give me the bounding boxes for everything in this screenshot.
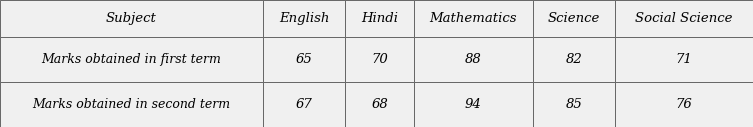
Text: Marks obtained in second term: Marks obtained in second term [32,98,230,111]
Text: Marks obtained in first term: Marks obtained in first term [41,53,221,66]
Bar [263,37,346,82]
Text: 82: 82 [566,53,582,66]
Text: 71: 71 [675,53,693,66]
Bar [346,82,414,127]
Text: Hindi: Hindi [361,12,398,25]
Text: Mathematics: Mathematics [430,12,517,25]
Bar [615,0,753,37]
Bar [532,37,615,82]
Bar [414,0,532,37]
Text: 85: 85 [566,98,582,111]
Text: 70: 70 [371,53,388,66]
Text: 68: 68 [371,98,388,111]
Bar [263,0,346,37]
Bar [346,0,414,37]
Text: Social Science: Social Science [636,12,733,25]
Text: 67: 67 [296,98,312,111]
Text: 94: 94 [465,98,482,111]
Bar [0,82,263,127]
Text: Science: Science [548,12,600,25]
Bar [615,37,753,82]
Bar [0,37,263,82]
Bar [532,0,615,37]
Bar [0,0,263,37]
Bar [615,82,753,127]
Bar [346,37,414,82]
Text: 76: 76 [675,98,693,111]
Bar [414,82,532,127]
Text: English: English [279,12,329,25]
Bar [532,82,615,127]
Text: 65: 65 [296,53,312,66]
Bar [263,82,346,127]
Text: 88: 88 [465,53,482,66]
Bar [414,37,532,82]
Text: Subject: Subject [106,12,157,25]
